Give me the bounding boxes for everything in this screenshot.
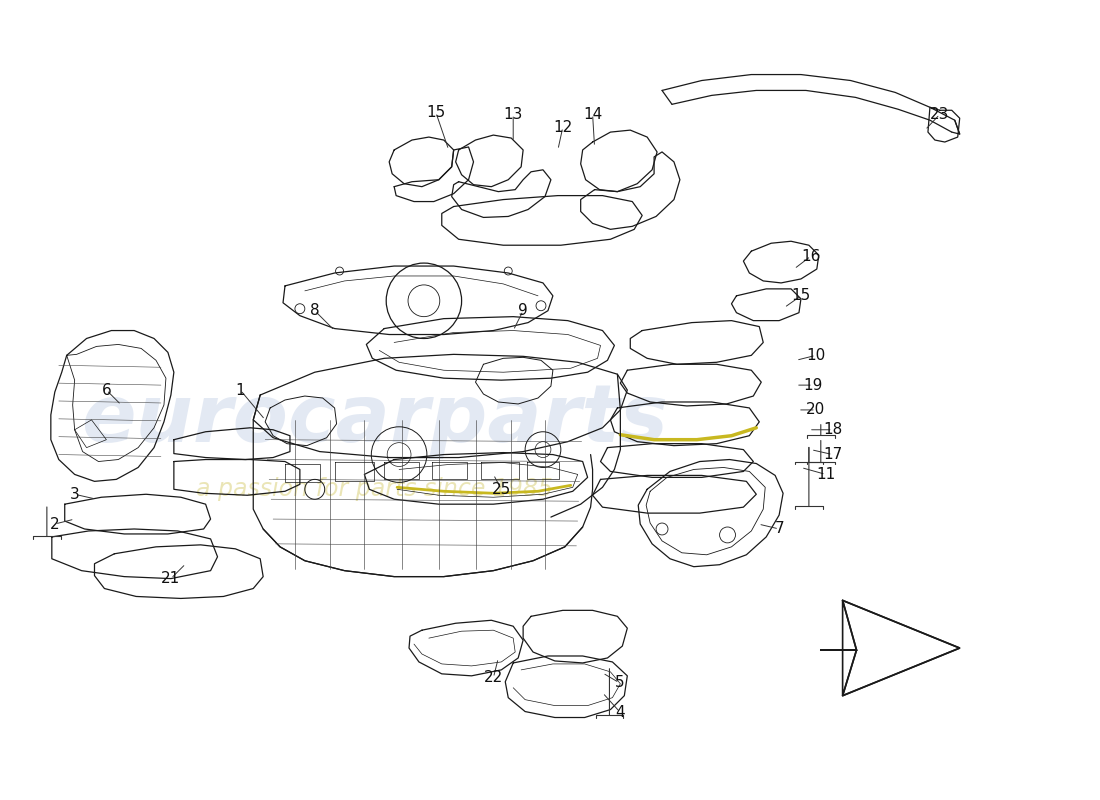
- Text: 4: 4: [616, 705, 625, 720]
- Text: 6: 6: [101, 382, 111, 398]
- Text: 2: 2: [50, 517, 59, 531]
- Text: 15: 15: [426, 105, 446, 120]
- Text: 7: 7: [774, 522, 784, 537]
- Text: 19: 19: [803, 378, 823, 393]
- Text: 18: 18: [823, 422, 843, 438]
- Text: 22: 22: [484, 670, 503, 686]
- Text: 25: 25: [492, 482, 510, 497]
- Text: eurocarparts: eurocarparts: [81, 381, 668, 459]
- Text: 13: 13: [504, 106, 522, 122]
- Text: 8: 8: [310, 303, 320, 318]
- Text: 1: 1: [235, 382, 245, 398]
- Text: 10: 10: [806, 348, 825, 363]
- Text: 17: 17: [823, 447, 843, 462]
- Text: 3: 3: [69, 486, 79, 502]
- Text: 12: 12: [553, 120, 572, 134]
- Text: 21: 21: [162, 571, 180, 586]
- Text: 23: 23: [931, 106, 949, 122]
- Text: 16: 16: [801, 249, 821, 264]
- Text: 5: 5: [615, 675, 624, 690]
- Text: a passion for parts since 1985: a passion for parts since 1985: [196, 478, 552, 502]
- Text: 11: 11: [816, 467, 835, 482]
- Text: 14: 14: [583, 106, 602, 122]
- Text: 15: 15: [791, 288, 811, 303]
- Text: 20: 20: [806, 402, 825, 418]
- Text: 9: 9: [518, 303, 528, 318]
